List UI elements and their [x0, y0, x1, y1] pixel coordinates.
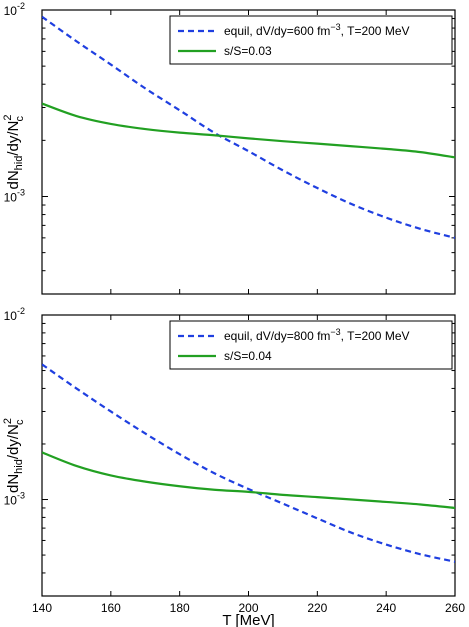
x-tick-label: 140: [32, 601, 52, 615]
x-tick-label: 260: [445, 601, 465, 615]
x-tick-label: 180: [170, 601, 190, 615]
series-line-equilibrium: [42, 363, 455, 563]
legend-box: [169, 15, 453, 65]
series-line-equilibrium: [42, 15, 455, 239]
legend-entry-label: s/S=0.04: [224, 349, 272, 363]
chart-panel-2: 140 160 180 200 220 240 260 10-2 10-3dNhid/dy/N2…: [2, 306, 465, 627]
legend-entry-label: equil, dV/dy=600 fm−3, T=200 MeV: [224, 22, 410, 38]
y-axis-label: dNhid/dy/N2c: [2, 114, 26, 189]
x-axis-label: T [MeV]: [222, 612, 274, 627]
y-tick-label: 10-3: [4, 491, 25, 508]
x-tick-label: 200: [238, 601, 258, 615]
legend-box: [169, 320, 453, 370]
legend-entry-label: s/S=0.03: [224, 44, 272, 58]
x-tick-label: 220: [307, 601, 327, 615]
legend: equil, dV/dy=800 fm−3, T=200 MeV s/S=0.04: [169, 320, 453, 370]
y-axis-label: dNhid/dy/N2c: [2, 418, 26, 493]
legend: equil, dV/dy=600 fm−3, T=200 MeV s/S=0.03: [169, 15, 453, 65]
y-tick-label: 10-2: [4, 306, 25, 323]
legend-entry-label: equil, dV/dy=800 fm−3, T=200 MeV: [224, 327, 410, 343]
x-tick-label: 160: [101, 601, 121, 615]
x-tick-label: 240: [376, 601, 396, 615]
series-line-entropy-ratio: [42, 451, 455, 510]
y-tick-label: 10-2: [4, 1, 25, 18]
series-line-entropy-ratio: [42, 102, 455, 159]
y-tick-label: 10-3: [4, 187, 25, 204]
